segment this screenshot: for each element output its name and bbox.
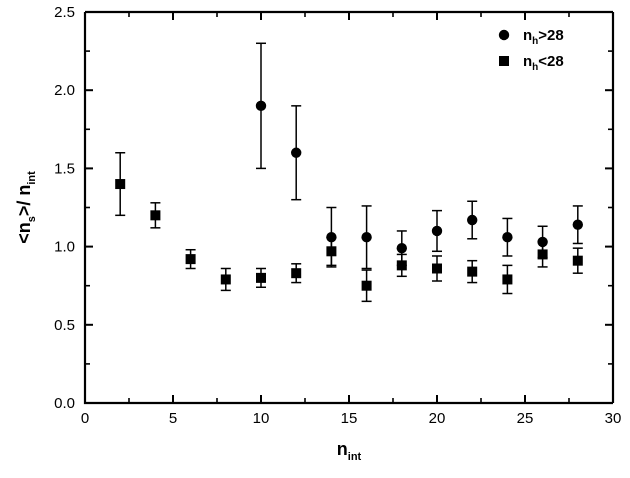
data-point (572, 247, 583, 274)
y-tick-label: 2.5 (54, 4, 75, 21)
data-point (572, 205, 583, 245)
legend-marker-circle (498, 29, 510, 41)
x-tick-label: 20 (429, 410, 446, 427)
y-tick-label: 1.5 (54, 160, 75, 177)
marker-square (537, 249, 548, 260)
y-tick-label: 0.5 (54, 317, 75, 334)
marker-circle (431, 225, 443, 237)
legend-marker-square (499, 56, 509, 66)
legend-label-subscript: h (532, 36, 538, 47)
data-point (502, 264, 513, 295)
marker-square (185, 254, 196, 265)
x-tick-label: 30 (605, 410, 622, 427)
marker-square (150, 210, 161, 221)
series-circles (255, 42, 583, 270)
marker-square (115, 179, 126, 190)
legend-label: nh<28 (523, 53, 564, 73)
data-point (220, 267, 231, 292)
marker-circle (467, 214, 478, 226)
marker-circle (255, 100, 267, 112)
marker-square (432, 263, 442, 274)
legend-label-subscript: h (532, 62, 538, 73)
data-point (291, 105, 302, 201)
marker-square (291, 268, 302, 279)
marker-square (467, 266, 478, 277)
data-point (537, 241, 548, 268)
marker-square (361, 280, 372, 291)
y-axis-title-part1: <n (14, 222, 34, 244)
tick-labels-group: 0 5 10 15 20 25 30 0.0 0.5 1.0 1.5 2.0 2.5 (54, 4, 621, 427)
y-axis-title-part2: >/ n (14, 185, 34, 217)
y-tick-label: 1.0 (54, 239, 75, 256)
legend-label-base: n (523, 27, 532, 44)
y-axis-title-subscript-2: int (26, 171, 38, 185)
data-point (291, 263, 302, 284)
x-tick-label: 10 (253, 410, 270, 427)
marker-square (396, 260, 407, 271)
data-point (115, 152, 126, 217)
marker-circle (502, 232, 513, 243)
legend-label-rest: <28 (538, 53, 563, 70)
y-tick-label: 2.0 (54, 82, 75, 99)
series-squares (115, 152, 583, 303)
data-point (467, 259, 478, 284)
ticks-group (84, 11, 614, 404)
marker-square (572, 255, 583, 266)
marker-square (256, 272, 266, 283)
x-tick-label: 15 (341, 410, 358, 427)
data-point (467, 200, 478, 240)
marker-square (220, 274, 231, 285)
x-tick-label: 0 (81, 410, 89, 427)
data-point (185, 248, 196, 270)
data-point (256, 267, 266, 289)
data-point (396, 253, 407, 278)
legend-label-base: n (523, 53, 532, 70)
data-point (326, 236, 337, 267)
x-axis-title-subscript: int (348, 451, 362, 463)
marker-circle (572, 219, 583, 230)
marker-circle (291, 147, 302, 158)
x-axis-title-base: n (337, 439, 348, 459)
y-axis-title-subscript-1: s (26, 216, 38, 222)
data-point (255, 42, 267, 170)
data-point (150, 202, 161, 229)
data-point (361, 269, 372, 303)
y-tick-label: 0.0 (54, 395, 75, 412)
marker-square (326, 246, 337, 257)
data-points-group (115, 42, 583, 303)
data-point (432, 255, 442, 282)
legend-label-rest: >28 (538, 27, 563, 44)
data-point (361, 205, 372, 270)
marker-square (502, 274, 513, 285)
legend-label: nh>28 (523, 27, 564, 47)
axis-titles-group: nint<ns>/ nint (14, 171, 362, 463)
x-tick-label: 5 (169, 410, 177, 427)
data-point (431, 209, 443, 253)
data-point (502, 217, 513, 257)
x-tick-label: 25 (517, 410, 534, 427)
x-axis-title: nint (337, 439, 362, 463)
y-axis-title: <ns>/ nint (14, 171, 38, 244)
marker-circle (396, 242, 407, 254)
marker-circle (361, 232, 372, 243)
